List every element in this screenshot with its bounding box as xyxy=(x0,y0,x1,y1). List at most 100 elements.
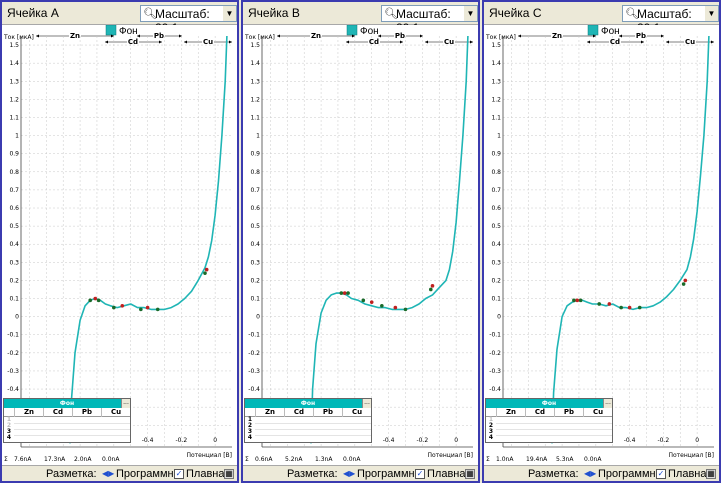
smooth-checkbox[interactable]: ✓ xyxy=(656,469,666,479)
y-tick-label: -0.3 xyxy=(248,368,260,375)
arrow-right-icon xyxy=(641,40,644,44)
element-label-pb: Pb xyxy=(636,32,646,40)
sum-cu: 0.0nA xyxy=(343,456,361,463)
chart-area[interactable]: Фон Ток [мкА] Zn Cd Pb Cu 1.5 1.4 1.3 1.2 1.1 1 0.9 0… xyxy=(2,25,237,460)
chevron-down-icon[interactable]: ▼ xyxy=(464,6,477,21)
smooth-checkbox[interactable]: ✓ xyxy=(174,469,184,479)
y-tick-label: 0.1 xyxy=(250,296,260,303)
y-tick-label: 1.5 xyxy=(9,42,19,49)
row-divider xyxy=(255,429,371,430)
table-row[interactable]: 1 xyxy=(247,416,253,423)
peak-marker xyxy=(380,303,384,308)
table-header: Zn Cd Pb Cu xyxy=(486,408,612,417)
y-tick-label: 1.2 xyxy=(250,96,260,103)
y-tick-label: 0.3 xyxy=(9,259,19,266)
x-tick-label: 0 xyxy=(213,437,217,444)
table-row[interactable]: 1 xyxy=(488,416,494,423)
arrow-right-icon xyxy=(593,34,596,38)
arrow-right-icon xyxy=(661,34,664,38)
markup-label: Разметка: xyxy=(46,468,97,480)
chart-area[interactable]: Фон Ток [мкА] Zn Cd Pb Cu 1.5 1.4 1.3 1.2 1.1 1 0.9 0… xyxy=(484,25,719,460)
table-row-numbers: 1 2 3 4 xyxy=(245,417,255,441)
sum-pb: 5.3nA xyxy=(556,456,574,463)
row-divider xyxy=(14,429,130,430)
double-arrow-icon[interactable]: ◀▶ xyxy=(343,469,356,478)
table-row[interactable]: 3 xyxy=(488,428,494,435)
table-title: Фон xyxy=(245,399,371,408)
table-menu-button[interactable]: ... xyxy=(603,399,612,408)
y-tick-label: -0.2 xyxy=(248,350,260,357)
mode-value[interactable]: Программно xyxy=(357,468,421,480)
chevron-down-icon[interactable]: ▼ xyxy=(223,6,236,21)
element-label-zn: Zn xyxy=(311,32,321,40)
table-col-cu: Cu xyxy=(101,408,130,417)
y-tick-label: -0.2 xyxy=(489,350,501,357)
grid-icon[interactable]: ▦ xyxy=(706,469,716,479)
sum-cd: 17.3nA xyxy=(44,456,66,463)
table-row[interactable]: 2 xyxy=(488,422,494,429)
peak-marker xyxy=(430,284,435,288)
arrow-left-icon xyxy=(137,34,140,38)
element-label-pb: Pb xyxy=(395,32,405,40)
y-axis-title: Ток [мкА] xyxy=(244,34,275,41)
table-row[interactable]: 3 xyxy=(247,428,253,435)
chevron-down-icon[interactable]: ▼ xyxy=(705,6,718,21)
x-tick-label: -0.4 xyxy=(383,437,395,444)
table-row[interactable]: 4 xyxy=(247,434,253,441)
x-tick-label: 0 xyxy=(695,437,699,444)
status-bar: Разметка: ◀▶ Программно ✓ Плавная ▦ xyxy=(484,465,719,481)
double-arrow-icon[interactable]: ◀▶ xyxy=(584,469,597,478)
arrow-left-icon xyxy=(587,40,590,44)
y-tick-label: 1.4 xyxy=(9,60,19,67)
table-menu-button[interactable]: ... xyxy=(362,399,371,408)
scale-select[interactable]: 🔍︎ Масштаб: 20:1 ▼ xyxy=(381,5,478,35)
y-tick-label: 0.5 xyxy=(250,223,260,230)
table-row[interactable]: 3 xyxy=(6,428,12,435)
grid-icon[interactable]: ▦ xyxy=(224,469,234,479)
legend-swatch xyxy=(346,25,358,36)
table-row[interactable]: 2 xyxy=(6,422,12,429)
table-col-cd: Cd xyxy=(43,408,72,417)
grid-icon[interactable]: ▦ xyxy=(465,469,475,479)
cell-panel-a: Ячейка A 🔍︎ Масштаб: 20:1 ▼ Фон Ток [мкА]… xyxy=(0,0,239,483)
scale-select[interactable]: 🔍︎ Масштаб: 20:1 ▼ xyxy=(622,5,719,35)
table-menu-button[interactable]: ... xyxy=(121,399,130,408)
arrow-left-icon xyxy=(184,40,187,44)
peak-marker xyxy=(155,307,160,312)
table-col-cu: Cu xyxy=(342,408,371,417)
x-axis-title: Потенциал [В] xyxy=(187,452,233,459)
y-tick-label: 0.4 xyxy=(250,241,260,248)
double-arrow-icon[interactable]: ◀▶ xyxy=(102,469,115,478)
row-divider xyxy=(255,435,371,436)
arrow-right-icon xyxy=(229,40,232,44)
element-label-cu: Cu xyxy=(685,38,695,46)
smooth-checkbox[interactable]: ✓ xyxy=(415,469,425,479)
y-tick-label: 0 xyxy=(15,314,19,321)
row-divider xyxy=(496,423,612,424)
table-row[interactable]: 4 xyxy=(488,434,494,441)
row-divider xyxy=(14,423,130,424)
arrow-right-icon xyxy=(352,34,355,38)
arrow-right-icon xyxy=(159,40,162,44)
chart-area[interactable]: Фон Ток [мкА] Zn Cd Pb Cu 1.5 1.4 1.3 1.2 1.1 1 0.9 0… xyxy=(243,25,478,460)
y-tick-label: 0.7 xyxy=(9,187,19,194)
y-tick-label: -0.4 xyxy=(248,386,260,393)
peak-marker xyxy=(203,271,207,275)
table-row[interactable]: 4 xyxy=(6,434,12,441)
table-row[interactable]: 1 xyxy=(6,416,12,423)
mode-value[interactable]: Программно xyxy=(598,468,662,480)
table-col-zn: Zn xyxy=(496,408,525,417)
sum-symbol: Σ xyxy=(245,456,249,463)
sum-row: Σ 1.0nA 19.4nA 5.3nA 0.0nA xyxy=(484,455,719,465)
panel-header: Ячейка C 🔍︎ Масштаб: 20:1 ▼ xyxy=(484,2,719,35)
y-tick-label: -0.1 xyxy=(7,332,19,339)
x-axis-title: Потенциал [В] xyxy=(428,452,474,459)
scale-select[interactable]: 🔍︎ Масштаб: 20:1 ▼ xyxy=(140,5,237,35)
peaks-table: Фон ... Zn Cd Pb Cu 1 2 3 4 xyxy=(3,398,131,443)
arrow-right-icon xyxy=(179,34,182,38)
table-row[interactable]: 2 xyxy=(247,422,253,429)
mode-value[interactable]: Программно xyxy=(116,468,180,480)
